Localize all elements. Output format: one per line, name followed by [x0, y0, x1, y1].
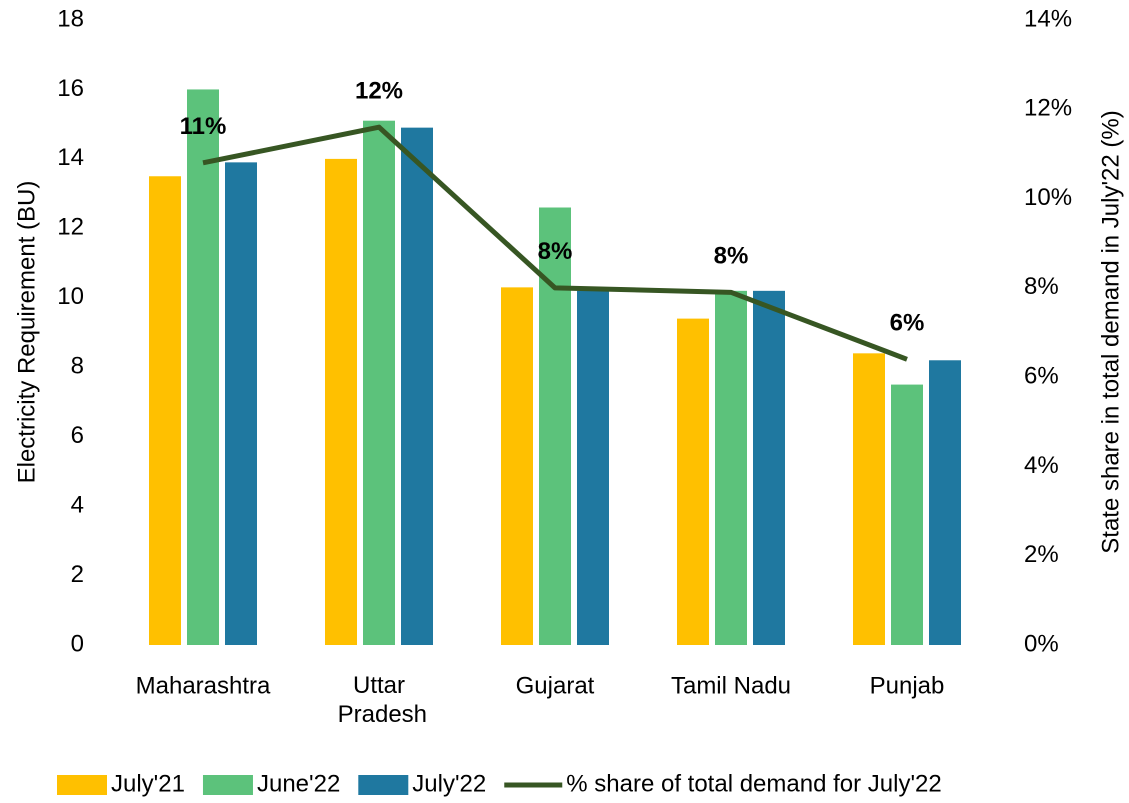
bar [753, 290, 785, 645]
y2-tick-label: 10% [1024, 184, 1072, 211]
y-axis-title: Electricity Requirement (BU) [13, 181, 40, 484]
bar [325, 158, 357, 645]
y2-axis-title: State share in total demand in July'22 (… [1097, 110, 1124, 553]
legend-swatch [202, 775, 253, 795]
bar [149, 176, 181, 645]
y-tick-label: 2 [71, 561, 84, 588]
x-tick-label: Maharashtra [136, 672, 271, 699]
data-label: 6% [890, 310, 925, 337]
y-tick-label: 16 [57, 75, 84, 102]
bar [187, 89, 219, 645]
y2-tick-label: 14% [1024, 5, 1072, 32]
y-tick-label: 8 [71, 353, 84, 380]
bar [539, 207, 571, 645]
x-tick-label: Punjab [870, 672, 945, 699]
bar [853, 353, 885, 645]
bar [225, 162, 257, 645]
x-tick-label: Tamil Nadu [671, 672, 791, 699]
legend-label: % share of total demand for July'22 [566, 770, 941, 797]
x-tick-label: Uttar Pradesh [331, 672, 427, 728]
legend-label: June'22 [257, 770, 340, 797]
y2-tick-label: 8% [1024, 273, 1059, 300]
y-tick-label: 6 [71, 422, 84, 449]
bar [677, 318, 709, 645]
y-tick-label: 4 [71, 491, 84, 518]
data-label: 8% [538, 238, 573, 265]
line-series [202, 124, 908, 362]
data-label: 12% [355, 77, 403, 104]
y-tick-label: 14 [57, 144, 84, 171]
bar [577, 290, 609, 645]
bar [501, 287, 533, 645]
y-tick-label: 0 [71, 630, 84, 657]
y-tick-label: 12 [57, 214, 84, 241]
y2-tick-label: 2% [1024, 541, 1059, 568]
bar [363, 120, 395, 645]
legend-label: July'21 [111, 770, 185, 797]
legend-label: July'22 [412, 770, 486, 797]
bar [891, 384, 923, 645]
x-tick-label: Gujarat [516, 672, 595, 699]
bar [929, 360, 961, 645]
legend-swatch [358, 775, 409, 795]
data-label: 11% [180, 113, 227, 140]
bar [401, 127, 433, 645]
data-label: 8% [714, 243, 749, 270]
y2-tick-label: 6% [1024, 362, 1059, 389]
y-tick-label: 10 [57, 283, 84, 310]
y-tick-label: 18 [57, 5, 84, 32]
y2-tick-label: 12% [1024, 95, 1072, 122]
y2-tick-label: 0% [1024, 630, 1059, 657]
y2-tick-label: 4% [1024, 452, 1059, 479]
legend-swatch [57, 775, 107, 795]
bar [715, 290, 747, 645]
